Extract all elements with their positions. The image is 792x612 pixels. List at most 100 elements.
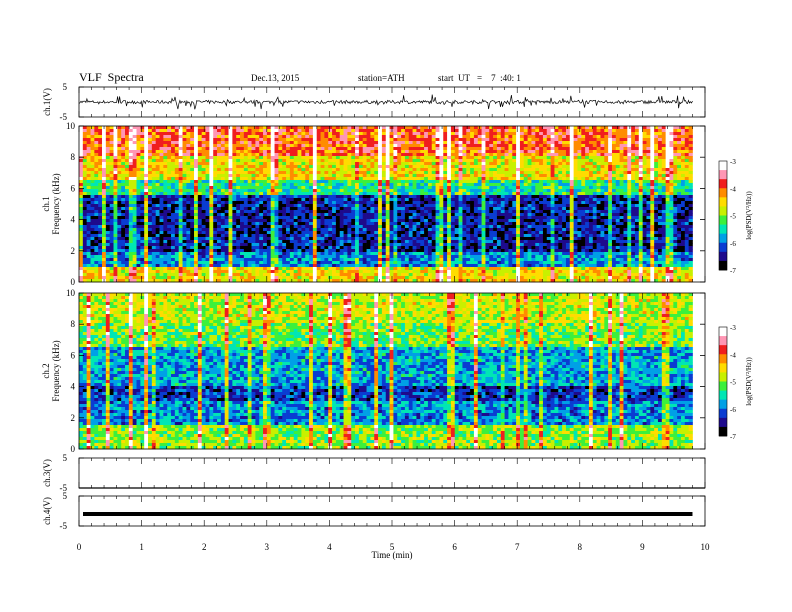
spectrogram-cell bbox=[328, 159, 333, 163]
spectrogram-cell bbox=[627, 207, 632, 211]
spectrogram-cell bbox=[121, 129, 126, 133]
spectrogram-cell bbox=[266, 174, 272, 178]
spectrogram-cell bbox=[477, 162, 482, 166]
spectrogram-cell bbox=[677, 177, 682, 181]
spectrogram-cell bbox=[305, 162, 310, 166]
spectrogram-cell bbox=[673, 192, 678, 196]
spectrogram-cell bbox=[213, 126, 218, 130]
spectrogram-cell bbox=[585, 126, 590, 130]
spectrogram-cell bbox=[209, 165, 214, 169]
spectrogram-cell bbox=[680, 201, 686, 205]
spectrogram-cell bbox=[677, 147, 682, 151]
spectrogram-cell bbox=[519, 126, 525, 130]
spectrogram-cell bbox=[385, 126, 390, 130]
spectrogram-cell bbox=[144, 147, 149, 151]
spectrogram-cell bbox=[240, 162, 245, 166]
spectrogram-cell bbox=[220, 138, 226, 142]
spectrogram-cell bbox=[680, 180, 686, 184]
spectrogram-cell bbox=[450, 153, 456, 157]
spectrogram-cell bbox=[316, 168, 321, 172]
spectrogram-cell bbox=[263, 216, 268, 220]
spectrogram-cell bbox=[297, 171, 302, 175]
spectrogram-cell bbox=[278, 171, 283, 175]
spectrogram-cell bbox=[366, 216, 371, 220]
spectrogram-cell bbox=[627, 141, 632, 145]
spectrogram-cell bbox=[565, 150, 571, 154]
spectrogram-cell bbox=[669, 138, 674, 142]
spectrogram-cell bbox=[646, 180, 651, 184]
spectrogram-cell bbox=[508, 180, 513, 184]
spectrogram-cell bbox=[355, 162, 360, 166]
spectrogram-cell bbox=[148, 192, 153, 196]
spectrogram-cell bbox=[217, 165, 222, 169]
spectrogram-cell bbox=[232, 129, 237, 133]
spectrogram-cell bbox=[186, 183, 191, 187]
spectrogram-cell bbox=[677, 162, 682, 166]
spectrogram-cell bbox=[167, 198, 172, 202]
spectrogram-cell bbox=[355, 159, 360, 163]
spectrogram-cell bbox=[301, 183, 306, 187]
spectrogram-cell bbox=[657, 135, 663, 139]
spectrogram-cell bbox=[504, 204, 509, 208]
spectrogram-cell bbox=[389, 213, 394, 217]
spectrogram-cell bbox=[654, 153, 659, 157]
spectrogram-cell bbox=[447, 168, 452, 172]
spectrogram-cell bbox=[573, 165, 578, 169]
spectrogram-cell bbox=[592, 195, 597, 199]
spectrogram-cell bbox=[105, 159, 111, 163]
spectrogram-cell bbox=[611, 150, 617, 154]
spectrogram-cell bbox=[343, 210, 348, 214]
spectrogram-cell bbox=[473, 135, 479, 139]
spectrogram-cell bbox=[128, 138, 134, 142]
spectrogram-cell bbox=[462, 132, 467, 136]
spectrogram-cell bbox=[642, 180, 647, 184]
spectrogram-cell bbox=[186, 213, 191, 217]
spectrogram-cell bbox=[588, 195, 594, 199]
spectrogram-cell bbox=[309, 195, 314, 199]
spectrogram-cell bbox=[121, 147, 126, 151]
spectrogram-cell bbox=[573, 153, 578, 157]
spectrogram-cell bbox=[611, 213, 617, 217]
spectrogram-cell bbox=[312, 174, 318, 178]
spectrogram-cell bbox=[661, 177, 666, 181]
spectrogram-cell bbox=[424, 192, 429, 196]
spectrogram-cell bbox=[263, 207, 268, 211]
spectrogram-cell bbox=[634, 159, 640, 163]
spectrogram-cell bbox=[167, 213, 172, 217]
spectrogram-cell bbox=[278, 153, 283, 157]
spectrogram-cell bbox=[213, 177, 218, 181]
spectrogram-cell bbox=[328, 207, 333, 211]
spectrogram-cell bbox=[565, 144, 571, 148]
spectrogram-cell bbox=[611, 183, 617, 187]
spectrogram-cell bbox=[374, 141, 379, 145]
spectrogram-cell bbox=[105, 141, 111, 145]
spectrogram-cell bbox=[182, 144, 187, 148]
spectrogram-cell bbox=[397, 135, 402, 139]
spectrogram-cell bbox=[535, 147, 540, 151]
spectrogram-cell bbox=[201, 126, 206, 130]
spectrogram-cell bbox=[125, 192, 130, 196]
spectrogram-cell bbox=[412, 165, 417, 169]
spectrogram-cell bbox=[178, 198, 183, 202]
spectrogram-cell bbox=[82, 189, 88, 193]
spectrogram-cell bbox=[148, 213, 153, 217]
spectrogram-cell bbox=[332, 171, 337, 175]
spectrogram-cell bbox=[634, 171, 640, 175]
spectrogram-cell bbox=[228, 183, 233, 187]
spectrogram-cell bbox=[270, 198, 275, 202]
spectrogram-cell bbox=[94, 198, 99, 202]
spectrogram-cell bbox=[98, 198, 103, 202]
spectrogram-cell bbox=[378, 147, 383, 151]
spectrogram-cell bbox=[504, 213, 509, 217]
spectrogram-cell bbox=[539, 138, 544, 142]
spectrogram-cell bbox=[657, 186, 663, 190]
spectrogram-cell bbox=[186, 207, 191, 211]
spectrogram-cell bbox=[485, 195, 490, 199]
spectrogram-cell bbox=[527, 177, 532, 181]
spectrogram-cell bbox=[493, 168, 498, 172]
spectrogram-cell bbox=[404, 141, 410, 145]
spectrogram-cell bbox=[328, 192, 333, 196]
spectrogram-cell bbox=[128, 171, 134, 175]
spectrogram-cell bbox=[117, 168, 122, 172]
spectrogram-cell bbox=[611, 168, 617, 172]
